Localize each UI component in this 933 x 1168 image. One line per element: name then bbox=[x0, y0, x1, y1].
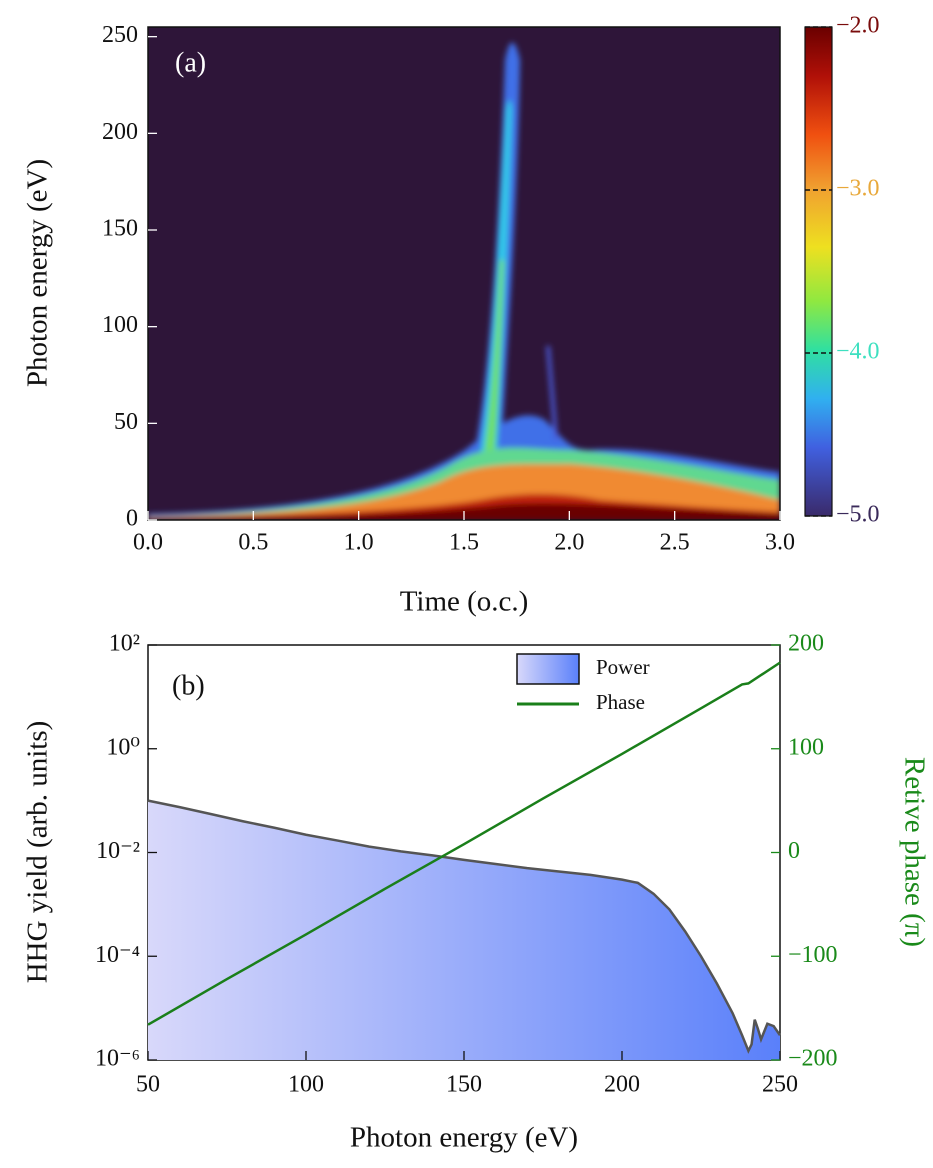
x-tick-label: 1.0 bbox=[344, 530, 374, 556]
colorbar-tick-label: −3.0 bbox=[836, 176, 880, 202]
panel-label: (a) bbox=[175, 47, 206, 78]
x-tick-label: 3.0 bbox=[765, 530, 795, 556]
power-line bbox=[147, 799, 782, 1054]
x-tick-label: 2.5 bbox=[660, 530, 690, 556]
y-axis-label: HHG yield (arb. units) bbox=[22, 721, 54, 984]
legend-swatch bbox=[516, 653, 580, 685]
y-tick-label: 10⁻⁴ bbox=[95, 942, 140, 968]
x-tick-label: 50 bbox=[136, 1072, 160, 1098]
x-tick-label: 250 bbox=[762, 1072, 798, 1098]
x-tick-label: 100 bbox=[288, 1072, 324, 1098]
colorbar-tick-label: −2.0 bbox=[836, 13, 880, 39]
x-tick-label: 0.0 bbox=[133, 530, 163, 556]
x-axis-label: Time (o.c.) bbox=[400, 586, 529, 618]
spectrogram bbox=[148, 27, 780, 520]
y-tick-label: 10⁰ bbox=[106, 734, 140, 760]
y-tick-label: 50 bbox=[114, 409, 138, 435]
y2-tick-label: −200 bbox=[788, 1046, 838, 1072]
panel-label: (b) bbox=[172, 670, 205, 701]
legend: Power Phase bbox=[516, 653, 650, 714]
y2-axis-label: Retive phase (π) bbox=[898, 757, 930, 947]
y-tick-label: 0 bbox=[126, 506, 138, 532]
phase-line bbox=[147, 661, 781, 1026]
y-tick-label: 250 bbox=[102, 22, 138, 48]
x-axis-label: Photon energy (eV) bbox=[350, 1122, 578, 1154]
power-area bbox=[148, 800, 780, 1060]
y-tick-label: 150 bbox=[102, 216, 138, 242]
x-tick-label: 1.5 bbox=[449, 530, 479, 556]
y2-tick-label: −100 bbox=[788, 942, 838, 968]
x-tick-label: 150 bbox=[446, 1072, 482, 1098]
y-tick-label: 10⁻² bbox=[96, 838, 140, 864]
x-tick-label: 2.0 bbox=[554, 530, 584, 556]
y-tick-label: 10⁻⁶ bbox=[95, 1046, 140, 1072]
y-tick-label: 200 bbox=[102, 119, 138, 145]
legend-label: Phase bbox=[596, 690, 645, 714]
colorbar bbox=[804, 26, 833, 517]
x-tick-label: 0.5 bbox=[238, 530, 268, 556]
y2-tick-label: 200 bbox=[788, 631, 824, 657]
y-tick-label: 100 bbox=[102, 312, 138, 338]
legend-label: Power bbox=[596, 655, 650, 679]
x-tick-label: 200 bbox=[604, 1072, 640, 1098]
colorbar-tick-label: −4.0 bbox=[836, 339, 880, 365]
y-axis-label: Photon energy (eV) bbox=[22, 159, 54, 387]
colorbar-tick-label: −5.0 bbox=[836, 502, 880, 528]
y2-tick-label: 100 bbox=[788, 734, 824, 760]
y-tick-label: 10² bbox=[109, 631, 140, 657]
y2-tick-label: 0 bbox=[788, 838, 800, 864]
